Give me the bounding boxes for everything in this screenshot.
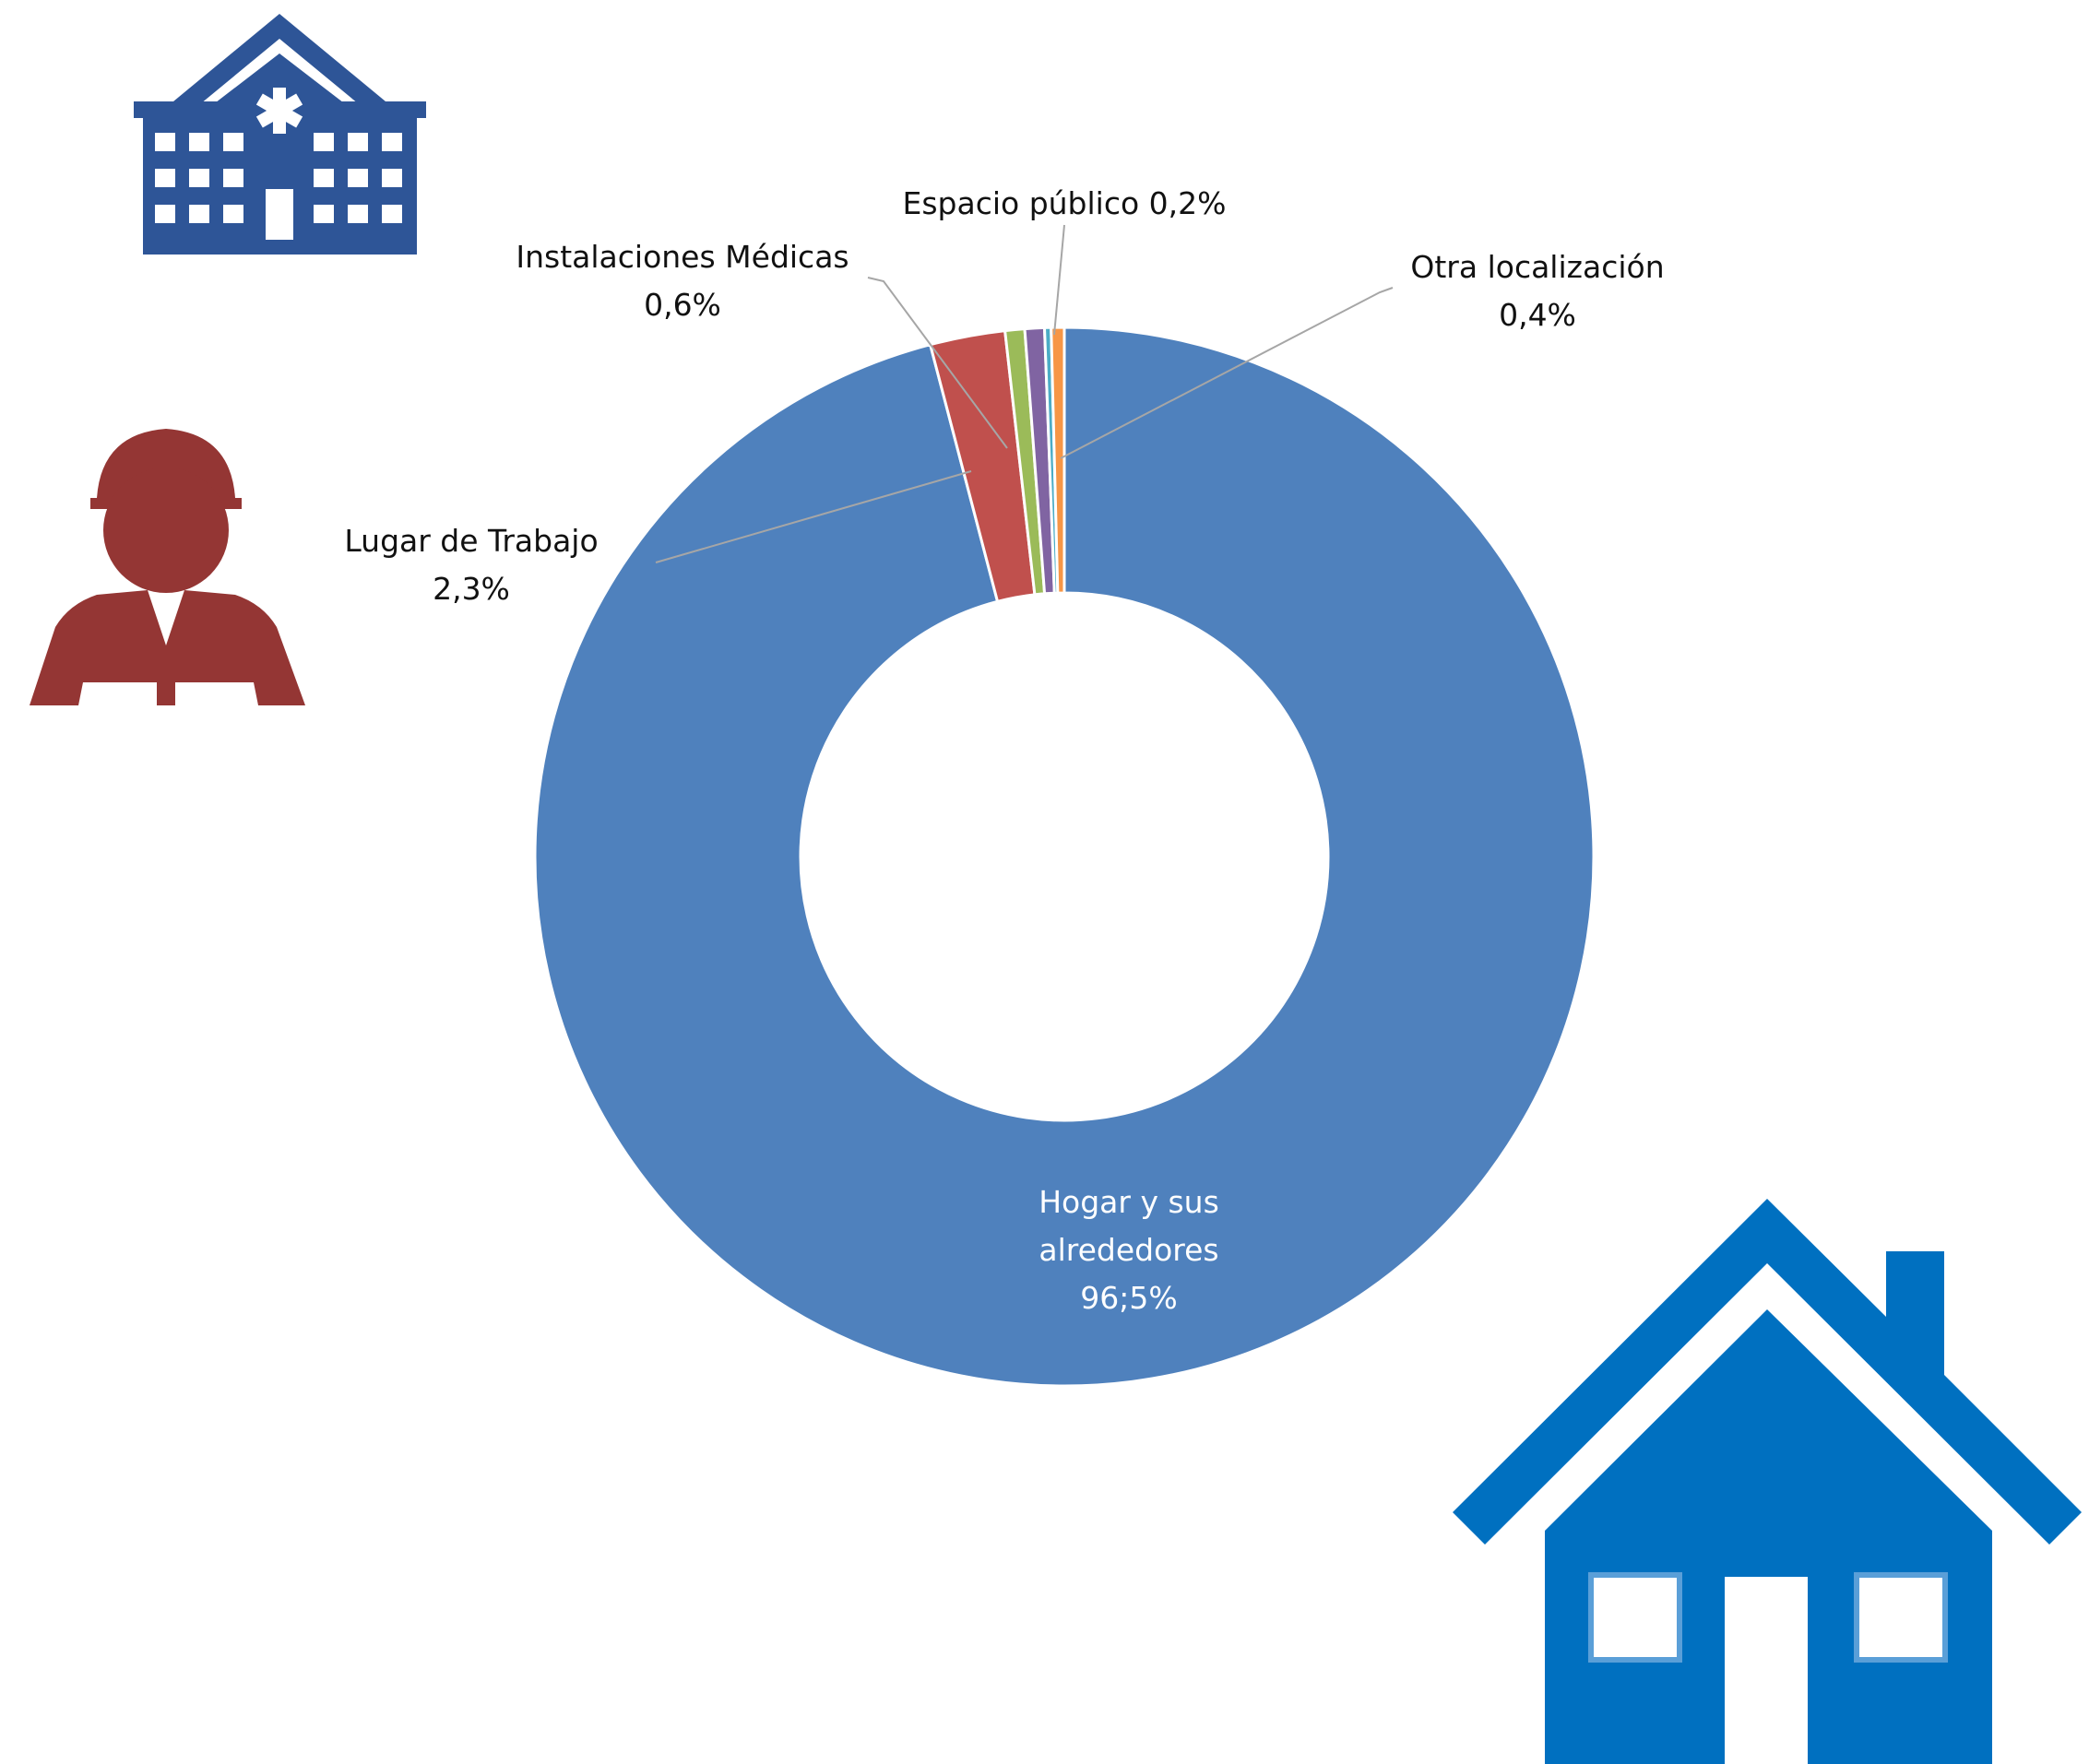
- house-icon: [1453, 1199, 2082, 1764]
- value-label: 96;5%: [1080, 1280, 1178, 1316]
- category-label: Otra localización: [1410, 249, 1665, 285]
- slice-label: Instalaciones Médicas 0,6%: [516, 233, 849, 329]
- leader-line: [1053, 224, 1065, 336]
- leader-line: [867, 277, 1008, 449]
- slice: [533, 326, 1596, 1388]
- leader-line: [655, 470, 972, 563]
- value-label: 0,6%: [644, 287, 721, 323]
- worker-icon: [30, 429, 305, 705]
- category-label: Hogar y sus alrededores: [1039, 1184, 1219, 1268]
- slice-label: Lugar de Trabajo 2,3%: [344, 517, 598, 613]
- slice-label: Hogar y sus alrededores 96;5%: [1023, 1178, 1235, 1322]
- category-label: Espacio público: [902, 185, 1140, 221]
- slice-label: Espacio público 0,2%: [902, 180, 1226, 228]
- value-label: 0,4%: [1499, 297, 1576, 333]
- value-label: 0,2%: [1148, 185, 1227, 221]
- category-label: Lugar de Trabajo: [344, 523, 599, 559]
- leader-line: [1060, 287, 1394, 459]
- slice-label: Otra localización 0,4%: [1410, 243, 1664, 339]
- category-label: Instalaciones Médicas: [516, 239, 849, 275]
- value-label: 2,3%: [433, 571, 510, 607]
- hospital-icon: [134, 14, 426, 255]
